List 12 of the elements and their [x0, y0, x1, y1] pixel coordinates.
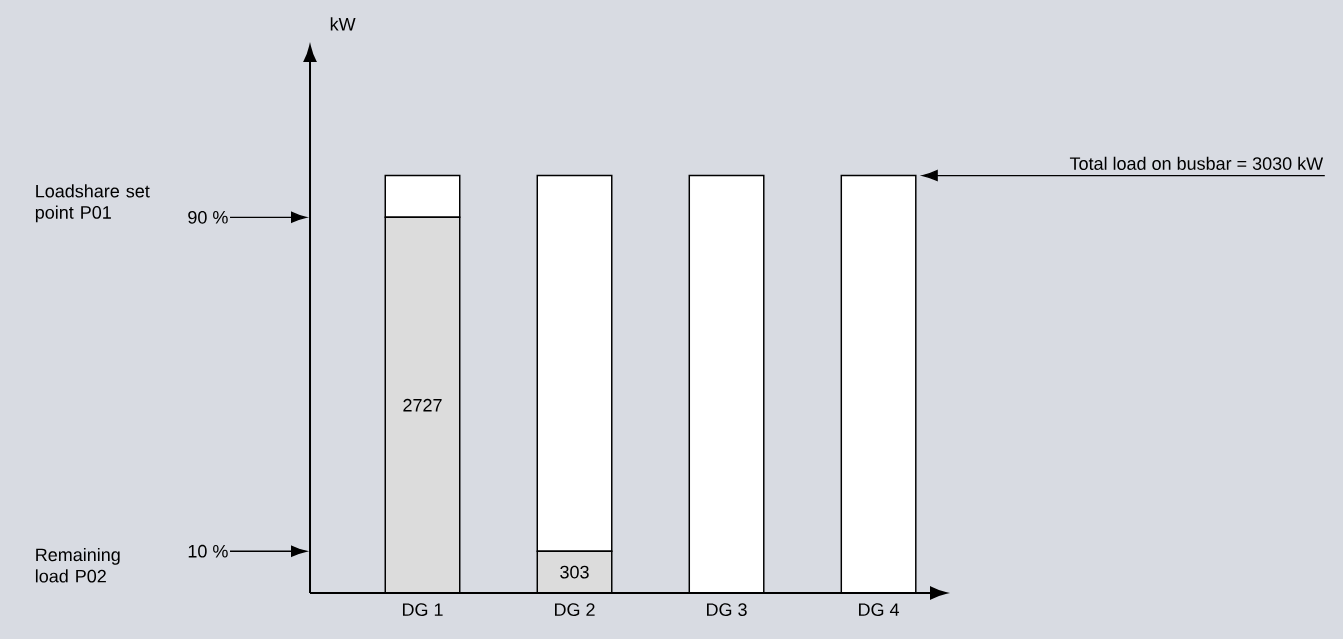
x-tick-label: DG 2	[555, 603, 595, 616]
text: Loadshare set point P01	[35, 184, 150, 223]
text: 90 %	[188, 210, 228, 224]
data-label: 303	[560, 565, 589, 579]
text: Remaining load P02	[35, 547, 120, 583]
text: Total load on busbar = 3030 kW	[1069, 156, 1324, 170]
data-label: 2727	[403, 398, 442, 412]
x-tick-label: DG 4	[859, 603, 900, 616]
x-tick-label: DG 3	[707, 603, 747, 616]
text: 10 %	[188, 544, 228, 558]
x-tick-label: DG 1	[402, 603, 443, 616]
text: kW	[330, 17, 356, 31]
